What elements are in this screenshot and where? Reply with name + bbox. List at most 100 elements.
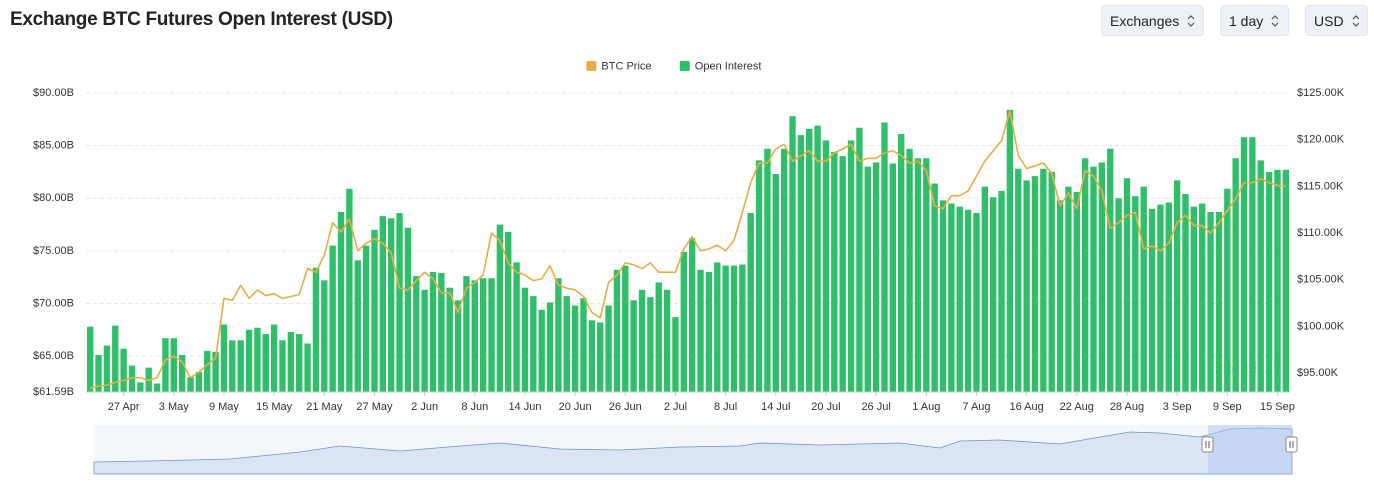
bar [613, 269, 621, 392]
bar [212, 351, 219, 392]
currency-select[interactable]: USD [1305, 5, 1368, 36]
bar [981, 186, 988, 392]
bar [538, 309, 545, 392]
bar [722, 265, 729, 392]
bar [705, 271, 713, 392]
bar [839, 156, 846, 392]
legend-swatch [586, 61, 597, 71]
bar [237, 340, 244, 392]
bar [772, 174, 779, 392]
x-tick-label: 15 May [256, 401, 293, 413]
y2-tick-label: $125.00K [1297, 87, 1345, 99]
bar [312, 267, 320, 392]
y2-tick-label: $95.00K [1297, 367, 1339, 379]
bar [371, 229, 378, 392]
bar [1065, 186, 1072, 392]
bar [103, 345, 111, 392]
bar [571, 305, 579, 392]
bar [229, 340, 236, 392]
bar [128, 365, 136, 392]
bar [856, 127, 863, 393]
x-tick-label: 3 Sep [1163, 401, 1192, 413]
chevron [1352, 14, 1359, 27]
bar [889, 163, 897, 392]
x-tick-label: 20 Jul [811, 401, 840, 413]
bar [1249, 137, 1256, 392]
y2-tick-label: $110.00K [1297, 227, 1344, 239]
bar [714, 262, 721, 392]
bar [438, 272, 445, 392]
bar [906, 148, 913, 392]
interval-select[interactable]: 1 day [1220, 5, 1289, 36]
bar [747, 212, 754, 392]
bar [797, 135, 805, 393]
bar [1023, 180, 1030, 392]
bar [1240, 137, 1248, 392]
price-line [90, 109, 1286, 389]
x-tick-label: 2 Jul [664, 401, 687, 413]
x-tick-label: 16 Aug [1009, 401, 1043, 413]
select-label: Exchanges [1110, 12, 1180, 29]
bar [254, 327, 261, 392]
bar [187, 377, 194, 392]
bar [479, 278, 487, 392]
bar [454, 300, 462, 392]
bar [822, 140, 830, 392]
navigator-handle[interactable] [1285, 436, 1298, 453]
bar [1157, 204, 1164, 392]
navigator-area [93, 427, 1293, 475]
bar [1165, 202, 1172, 392]
bar [956, 206, 963, 392]
bar [270, 324, 278, 392]
bar [153, 383, 161, 392]
bar [178, 355, 186, 392]
bar [1207, 211, 1214, 392]
bar [872, 162, 880, 392]
bar [647, 297, 654, 392]
bar [463, 276, 470, 392]
bar [1031, 176, 1039, 392]
navigator[interactable] [93, 425, 1298, 475]
x-tick-label: 14 Jun [508, 401, 541, 413]
navigator-handle[interactable] [1201, 436, 1214, 453]
bar [505, 231, 512, 392]
x-tick-label: 14 Jul [761, 401, 790, 413]
bar [689, 238, 696, 392]
x-tick-label: 7 Aug [962, 401, 990, 413]
bar [1040, 168, 1047, 392]
bar [195, 371, 203, 392]
bar [296, 334, 303, 392]
bar [496, 224, 504, 392]
bar [204, 350, 211, 392]
exchange-select[interactable]: Exchanges [1101, 5, 1204, 36]
bar [588, 320, 596, 392]
bar [630, 300, 637, 392]
bar [521, 287, 529, 392]
x-tick-label: 8 Jun [461, 401, 488, 413]
bar [1056, 200, 1064, 392]
y-tick-label: $61.59B [33, 386, 74, 398]
x-tick-label: 9 May [209, 401, 239, 413]
x-tick-label: 26 Jun [609, 401, 642, 413]
bar [1199, 203, 1206, 392]
bar [112, 325, 119, 392]
x-tick-label: 9 Sep [1213, 401, 1242, 413]
y-tick-label: $70.00B [33, 297, 74, 309]
bar [1190, 206, 1198, 392]
bar [605, 305, 612, 392]
y2-tick-label: $120.00K [1297, 134, 1345, 146]
x-tick-label: 20 Jun [559, 401, 592, 413]
bar [513, 262, 520, 392]
bar [1182, 194, 1189, 392]
bar [697, 269, 704, 392]
bar [847, 140, 855, 392]
bar [337, 211, 345, 392]
select-label: USD [1314, 12, 1344, 29]
bar [1257, 160, 1264, 392]
bar [1098, 162, 1106, 392]
bar [546, 302, 554, 392]
bar [1148, 208, 1156, 392]
bar [1015, 168, 1022, 392]
bar [162, 338, 169, 392]
